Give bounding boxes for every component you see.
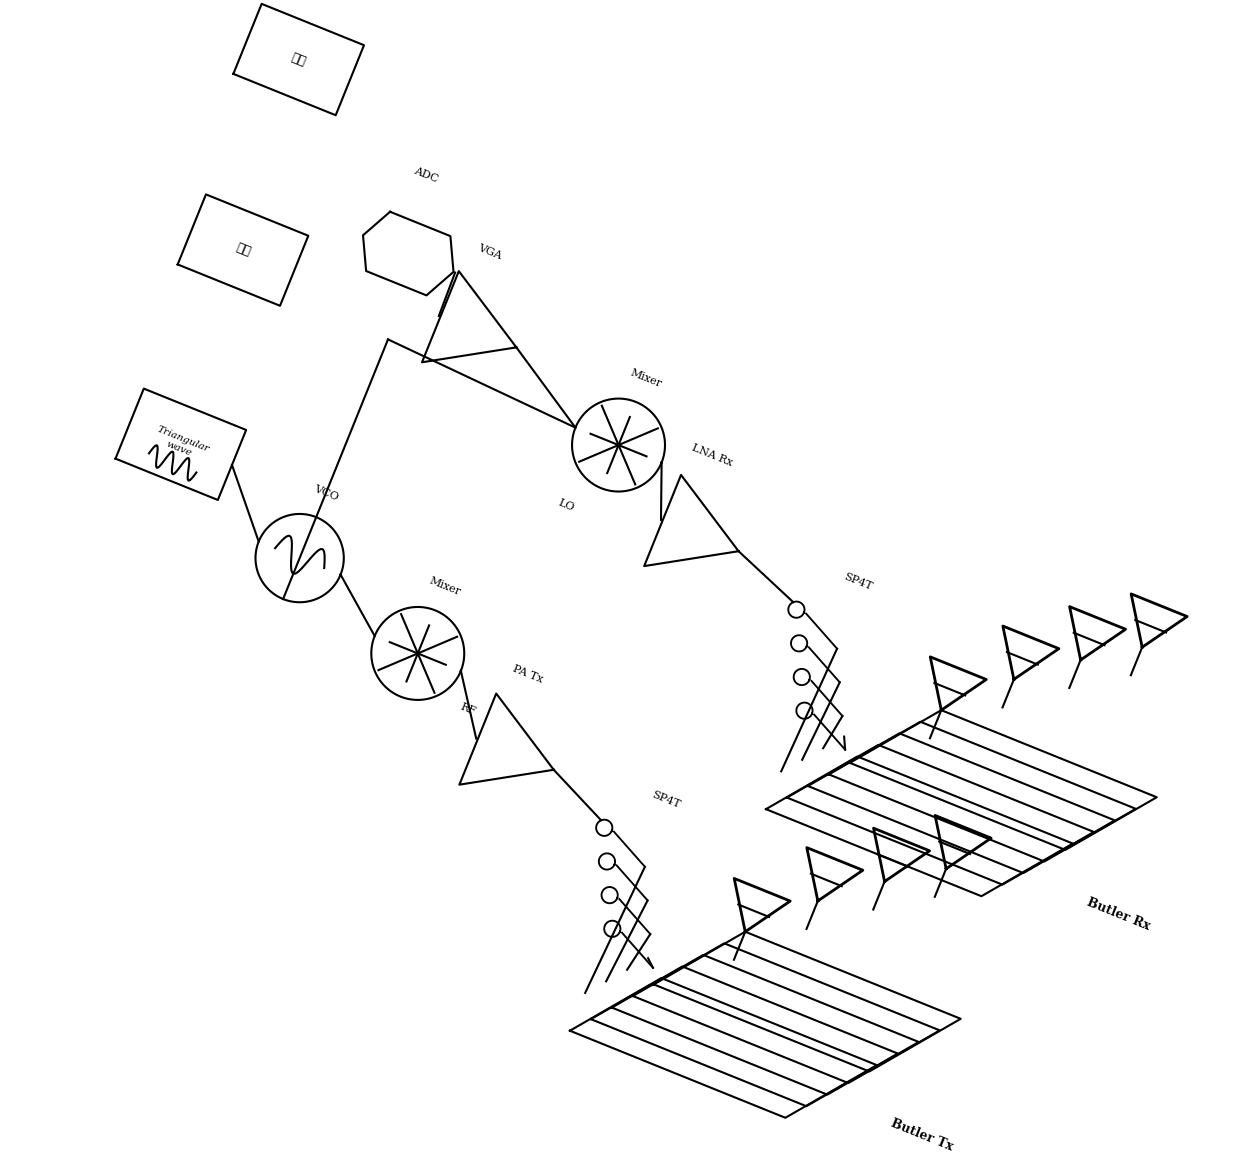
Text: Butler Tx: Butler Tx <box>889 1117 955 1154</box>
Text: VGA: VGA <box>476 242 503 260</box>
Text: ADC: ADC <box>412 166 439 185</box>
Text: SP4T: SP4T <box>650 790 681 810</box>
Text: 时钟: 时钟 <box>233 242 253 259</box>
Text: LO: LO <box>557 497 577 514</box>
Text: 模拟: 模拟 <box>289 51 308 69</box>
Text: LNA Rx: LNA Rx <box>691 443 734 468</box>
Text: Triangular
wave: Triangular wave <box>151 425 211 464</box>
Text: Mixer: Mixer <box>428 576 463 597</box>
Text: VCO: VCO <box>312 485 340 503</box>
Text: PA Tx: PA Tx <box>511 664 544 684</box>
Text: Mixer: Mixer <box>629 367 662 389</box>
Text: RF: RF <box>459 701 477 717</box>
Text: Butler Rx: Butler Rx <box>1085 896 1152 933</box>
Text: SP4T: SP4T <box>842 572 873 591</box>
